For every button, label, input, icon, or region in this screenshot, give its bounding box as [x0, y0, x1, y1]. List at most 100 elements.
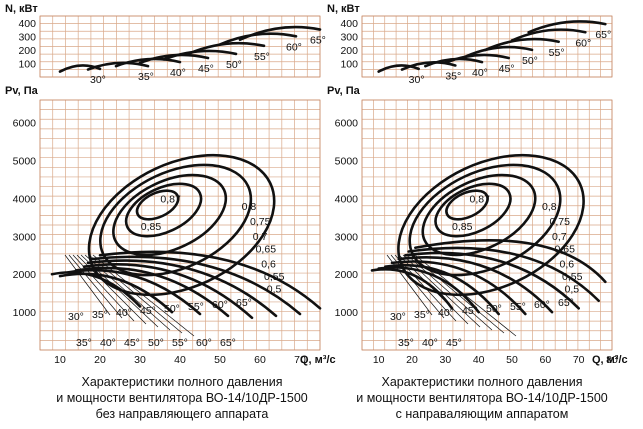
power-curve-50	[464, 45, 534, 58]
pressure-tick-label: 3000	[335, 231, 359, 243]
pressure-angle-label: 50°	[164, 303, 180, 315]
efficiency-label: 0,55	[264, 271, 285, 283]
power-tick-label: 200	[18, 45, 36, 57]
operating-ray	[394, 254, 457, 322]
power-curve-65	[527, 20, 607, 34]
efficiency-label: 0,85	[141, 221, 162, 233]
efficiency-label: 0,65	[555, 244, 576, 256]
efficiency-contour	[124, 182, 203, 238]
operating-ray	[386, 254, 433, 316]
power-curve-55	[186, 41, 266, 56]
x-axis-label: Q, м³/с	[592, 354, 628, 366]
efficiency-contour	[434, 182, 512, 238]
efficiency-contour	[112, 173, 228, 257]
efficiency-label: 0,55	[562, 271, 583, 283]
chart-caption-line: Характеристики полного давления	[382, 375, 583, 389]
pressure-curve-65	[414, 239, 607, 284]
operating-ray	[410, 254, 505, 334]
operating-ray	[84, 254, 171, 331]
x-axis-label: Q, м³/с	[300, 354, 336, 366]
power-angle-label: 40°	[472, 67, 488, 79]
pressure-tick-label: 1000	[335, 307, 359, 319]
efficiency-label: 0,87	[470, 194, 491, 206]
power-curve-35	[86, 61, 150, 71]
pressure-angle-label: 55°	[172, 337, 188, 349]
efficiency-label: 0,7	[253, 231, 268, 243]
x-tick-label: 50	[214, 354, 226, 366]
pressure-curve-55	[404, 251, 580, 310]
pressure-angle-label: 40°	[438, 307, 454, 319]
pressure-angle-label: 60°	[534, 299, 550, 311]
power-plot-frame	[39, 15, 321, 78]
x-tick-label: 20	[94, 354, 106, 366]
x-tick-label: 10	[54, 354, 66, 366]
efficiency-label: 0,75	[250, 216, 271, 228]
power-tick-label: 400	[340, 18, 358, 30]
power-angle-label: 30°	[90, 74, 106, 86]
x-tick-label: 80	[606, 354, 618, 366]
operating-ray	[80, 254, 159, 328]
efficiency-label: 0,87	[160, 194, 181, 206]
power-axis-label: N, кВт	[5, 3, 38, 15]
pressure-curve-65	[98, 250, 322, 310]
pressure-angle-label: 35°	[76, 337, 92, 349]
pressure-tick-label: 3000	[13, 231, 37, 243]
pressure-tick-label: 5000	[335, 156, 359, 168]
pressure-curve-30	[50, 271, 142, 308]
power-tick-label: 100	[18, 58, 36, 70]
power-tick-label: 300	[340, 31, 358, 43]
pressure-curve-55	[86, 259, 278, 318]
x-tick-label: 60	[539, 354, 551, 366]
power-tick-label: 400	[18, 18, 36, 30]
pressure-curve-50	[397, 255, 554, 314]
operating-ray	[68, 254, 123, 319]
pressure-tick-label: 1000	[13, 307, 37, 319]
power-curve-60	[218, 32, 298, 46]
pressure-curve-35	[377, 266, 480, 314]
pressure-angle-label: 65°	[558, 297, 574, 309]
operating-ray	[406, 254, 493, 331]
chart-caption-line: и мощности вентилятора ВО-14/10ДР-1500	[56, 391, 308, 405]
operating-ray	[402, 254, 481, 328]
pressure-angle-label: 60°	[196, 337, 212, 349]
efficiency-label: 0,75	[550, 216, 571, 228]
x-tick-label: 50	[506, 354, 518, 366]
efficiency-label: 0,7	[552, 231, 567, 243]
power-curve-60	[510, 28, 587, 42]
efficiency-contour	[397, 153, 585, 297]
operating-ray	[414, 254, 517, 337]
x-tick-label: 30	[439, 354, 451, 366]
power-angle-label: 35°	[138, 71, 154, 83]
power-tick-label: 100	[340, 58, 358, 70]
pressure-angle-label: 55°	[510, 301, 526, 313]
x-tick-label: 30	[134, 354, 146, 366]
power-angle-label: 50°	[226, 59, 242, 71]
power-curve-50	[162, 49, 238, 61]
power-curve-65	[238, 25, 322, 42]
pressure-angle-label: 45°	[140, 305, 156, 317]
x-tick-label: 20	[406, 354, 418, 366]
efficiency-label: 0,6	[261, 259, 276, 271]
pressure-angle-label: 45°	[446, 337, 462, 349]
efficiency-contour	[421, 173, 537, 257]
pressure-curve-40	[66, 268, 202, 316]
pressure-plot-frame	[361, 99, 613, 351]
pressure-angle-label: 40°	[422, 337, 438, 349]
chart-caption-line: с направаляющим аппаратом	[396, 407, 569, 421]
x-tick-label: 70	[294, 354, 306, 366]
pressure-curve-60	[90, 255, 302, 316]
power-angle-label: 55°	[549, 47, 565, 59]
operating-ray	[64, 254, 111, 316]
x-tick-label: 70	[573, 354, 585, 366]
chart-caption-line: Характеристики полного давления	[82, 375, 283, 389]
efficiency-label: 0,5	[565, 284, 580, 296]
power-angle-label: 35°	[445, 70, 461, 82]
pressure-angle-label: 55°	[188, 301, 204, 313]
pressure-axis-label: Pv, Па	[327, 85, 361, 97]
power-angle-label: 65°	[595, 29, 611, 41]
power-curve-35	[400, 61, 457, 71]
efficiency-contour	[445, 189, 489, 221]
